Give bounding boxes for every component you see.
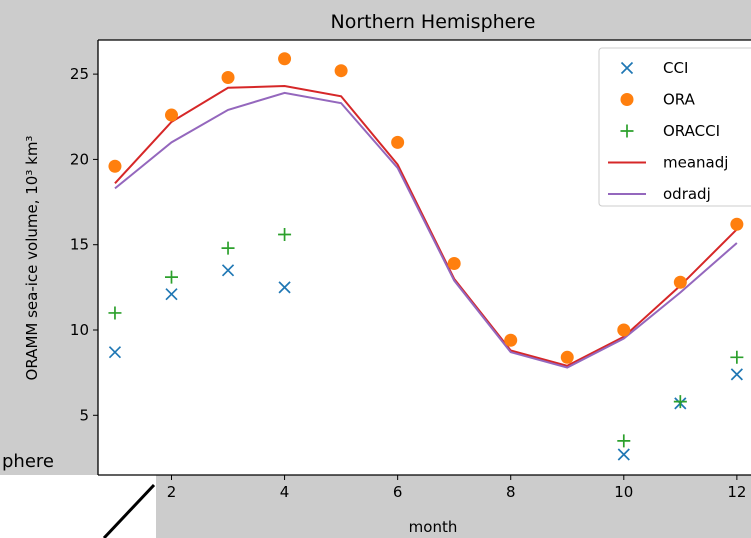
x-tick-label: 12 bbox=[727, 483, 746, 501]
legend-entry: odradj bbox=[608, 185, 711, 203]
data-point-ORA bbox=[334, 64, 348, 78]
legend-entry: meanadj bbox=[608, 154, 728, 172]
data-point-CCI bbox=[278, 281, 291, 294]
legend: CCI ORA ORACCI meanadj odradj bbox=[598, 47, 751, 207]
y-tick-label: 20 bbox=[70, 150, 89, 168]
data-point-CCI bbox=[221, 264, 235, 277]
x-tick-label: 8 bbox=[506, 483, 516, 501]
x-tick-label: 2 bbox=[167, 483, 177, 501]
legend-label: odradj bbox=[663, 185, 711, 203]
y-tick-label: 15 bbox=[70, 236, 89, 254]
data-point-ORA bbox=[108, 159, 122, 173]
data-point-ORACCI bbox=[221, 241, 235, 255]
data-point-ORA bbox=[504, 333, 518, 347]
data-point-ORA bbox=[673, 275, 687, 289]
y-axis-label: ORAMM sea-ice volume, 10³ km³ bbox=[23, 136, 41, 381]
data-point-ORACCI bbox=[164, 270, 178, 284]
y-tick-label: 10 bbox=[70, 321, 89, 339]
legend-entry: ORACCI bbox=[620, 122, 720, 140]
y-tick-label: 25 bbox=[70, 65, 89, 83]
data-point-ORACCI bbox=[730, 350, 744, 364]
data-point-ORA bbox=[391, 135, 405, 149]
series-ORA bbox=[108, 52, 744, 364]
legend-entry: ORA bbox=[620, 91, 696, 109]
series-line-meanadj bbox=[114, 85, 738, 367]
data-point-ORA bbox=[164, 108, 178, 122]
data-point-ORA bbox=[221, 71, 235, 85]
legend-label: CCI bbox=[663, 59, 688, 77]
series-ORACCI bbox=[108, 227, 744, 448]
legend-swatch bbox=[620, 124, 634, 138]
legend-label: meanadj bbox=[663, 154, 728, 172]
data-point-ORA bbox=[617, 323, 631, 337]
x-tick-label: 4 bbox=[280, 483, 290, 501]
legend-label: ORA bbox=[663, 91, 696, 109]
data-point-CCI bbox=[617, 448, 630, 461]
data-point-CCI bbox=[108, 346, 122, 359]
data-point-ORA bbox=[447, 256, 461, 270]
background-window-panel bbox=[0, 475, 156, 538]
legend-label: ORACCI bbox=[663, 122, 720, 140]
data-point-ORA bbox=[560, 350, 574, 364]
data-point-CCI bbox=[730, 368, 743, 381]
background-window-diagonal bbox=[102, 483, 156, 538]
data-point-CCI bbox=[165, 288, 178, 301]
data-point-ORACCI bbox=[617, 434, 631, 448]
axis-ticks: 2 4 6 8 10 12 5 10 15 20 25 bbox=[70, 65, 747, 501]
data-point-ORA bbox=[278, 52, 292, 66]
x-axis-label: month bbox=[409, 518, 458, 536]
data-point-ORACCI bbox=[278, 227, 292, 241]
data-point-ORACCI bbox=[108, 306, 122, 320]
legend-entry: CCI bbox=[620, 59, 688, 77]
background-window-text: phere bbox=[2, 451, 54, 472]
chart-marks bbox=[108, 52, 744, 461]
legend-swatch bbox=[620, 93, 634, 106]
series-line-odradj bbox=[114, 91, 738, 369]
data-point-ORA bbox=[730, 217, 744, 231]
x-tick-label: 6 bbox=[393, 483, 403, 501]
x-tick-label: 10 bbox=[614, 483, 633, 501]
chart-title: Northern Hemisphere bbox=[331, 11, 536, 33]
legend-swatch bbox=[620, 61, 634, 75]
data-point-ORACCI bbox=[673, 395, 687, 409]
y-tick-label: 5 bbox=[79, 406, 89, 424]
series-CCI bbox=[108, 264, 743, 461]
legend-box bbox=[598, 47, 751, 207]
